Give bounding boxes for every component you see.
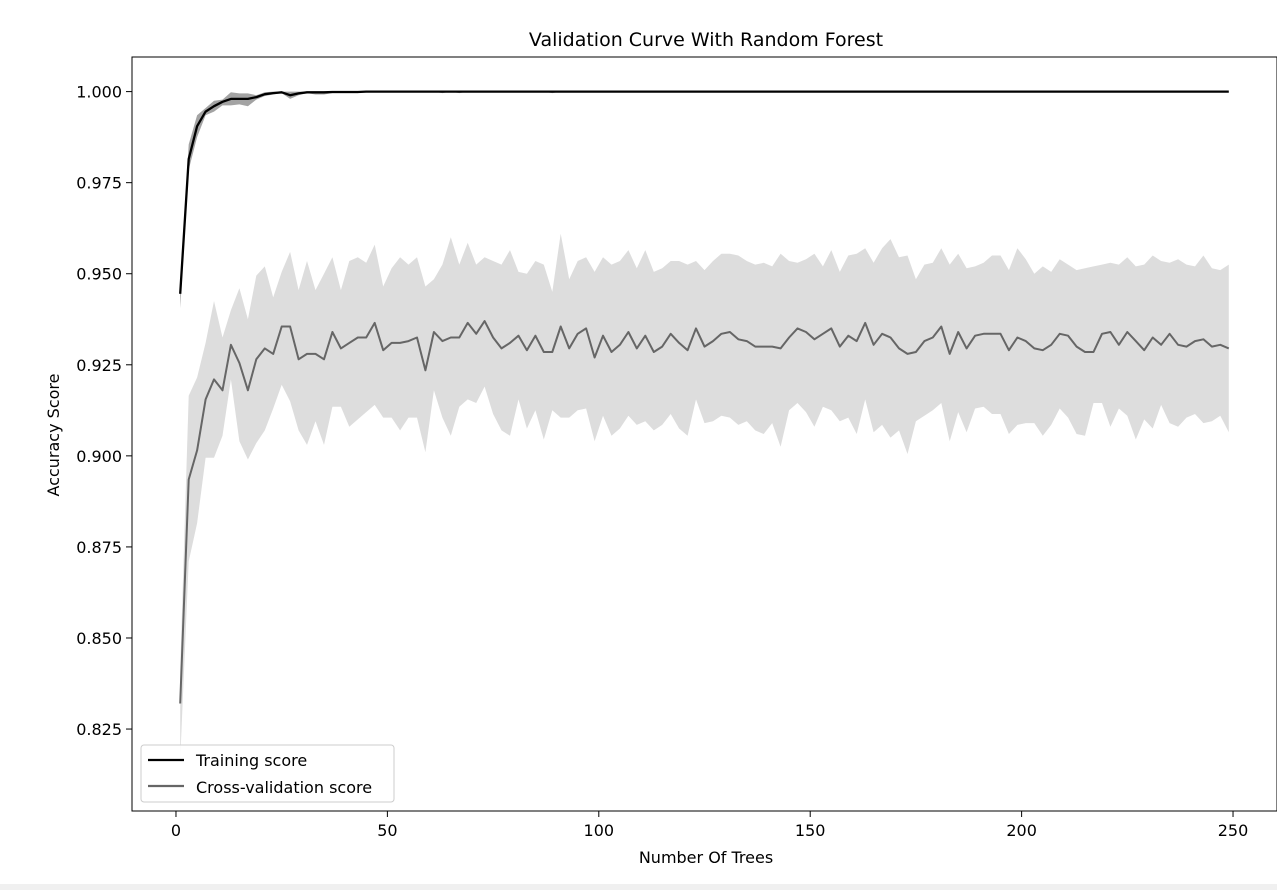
x-tick-label: 250 (1218, 821, 1249, 840)
x-tick-label: 150 (795, 821, 826, 840)
y-tick-label: 0.875 (76, 538, 122, 557)
band-cross-validation (180, 233, 1229, 760)
x-tick-label: 100 (584, 821, 615, 840)
legend-box (140, 744, 395, 803)
chart-title: Validation Curve With Random Forest (529, 29, 883, 51)
y-tick-label: 0.950 (76, 265, 122, 284)
y-tick-label: 1.000 (76, 83, 122, 102)
confidence-bands (180, 91, 1229, 760)
y-tick-label: 0.900 (76, 447, 122, 466)
series-line-cross-validation (179, 320, 1230, 704)
y-tick-label: 0.825 (76, 720, 122, 739)
legend: Training score Cross-validation score (140, 744, 395, 803)
x-tick-label: 0 (171, 821, 181, 840)
y-tick-label: 0.975 (76, 174, 122, 193)
y-tick-label: 0.925 (76, 356, 122, 375)
y-axis: 0.825 0.850 0.875 0.900 0.925 0.950 0.975 1.000 (76, 83, 132, 739)
window-bottom-strip (0, 884, 1277, 890)
series-line-training (179, 90, 1229, 294)
series-lines (179, 90, 1230, 704)
plot-frame (131, 56, 1277, 812)
x-axis: 0 50 100 150 200 250 (171, 811, 1248, 840)
x-axis-label: Number Of Trees (639, 848, 773, 867)
legend-label-cross-validation: Cross-validation score (196, 778, 372, 797)
y-tick-label: 0.850 (76, 629, 122, 648)
x-tick-label: 200 (1006, 821, 1037, 840)
y-axis-label: Accuracy Score (44, 374, 63, 497)
x-tick-label: 50 (377, 821, 397, 840)
legend-label-training: Training score (195, 751, 307, 770)
